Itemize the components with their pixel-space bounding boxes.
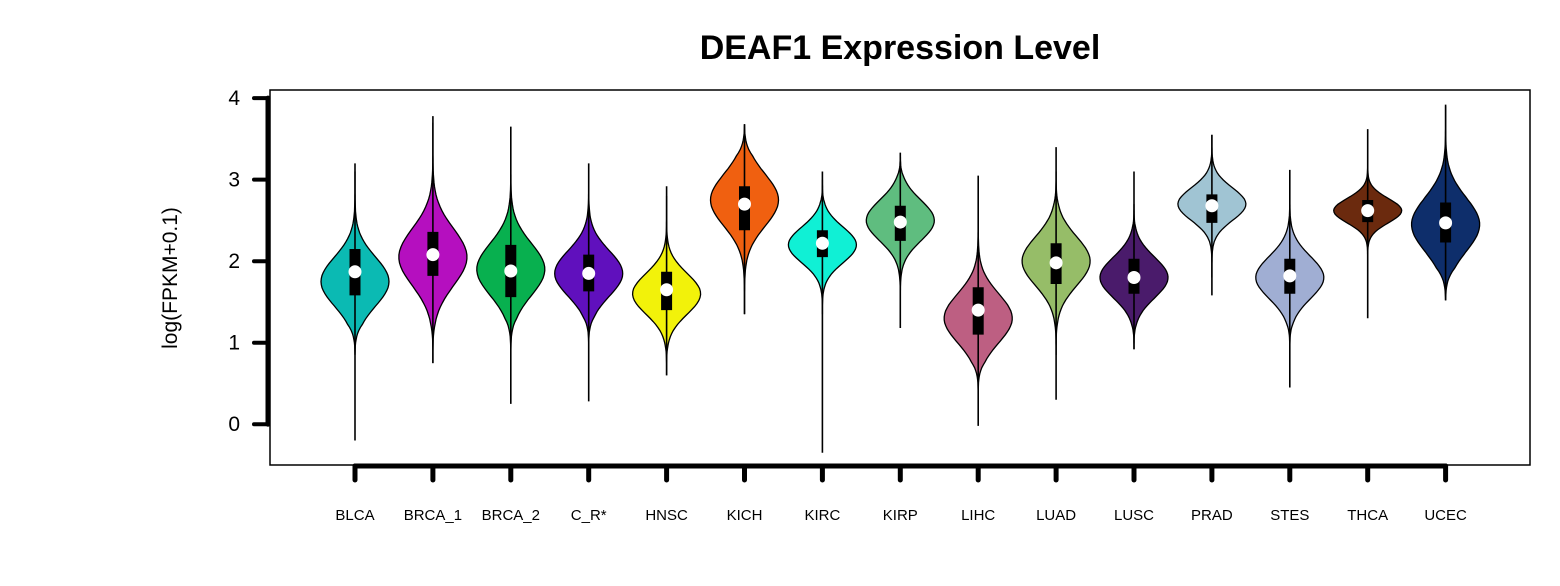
x-tick-label: C_R* [571, 507, 607, 524]
x-tick-label: LIHC [961, 507, 995, 524]
median-point [971, 303, 985, 317]
median-point [582, 266, 596, 280]
violin-lusc [1099, 171, 1169, 350]
violin-prad [1177, 134, 1247, 296]
violin-stes [1255, 169, 1325, 388]
x-axis: BLCA BRCA_1 BRCA_2 C_R* HNSC KICH KIRC KIRP LIHC… [335, 463, 1467, 524]
median-point [738, 197, 751, 211]
x-tick-label: PRAD [1191, 507, 1233, 524]
median-point [893, 215, 907, 229]
x-tick-label: LUAD [1036, 507, 1076, 524]
y-tick-label: 2 [228, 250, 240, 273]
x-tick-label: KIRC [804, 507, 840, 524]
x-tick-label: UCEC [1424, 507, 1467, 524]
x-tick-label: HNSC [645, 507, 688, 524]
median-point [1439, 216, 1453, 230]
violins [320, 104, 1481, 453]
violin-ucec [1410, 104, 1481, 301]
median-point [815, 236, 829, 250]
chart-title: DEAF1 Expression Level [700, 29, 1101, 67]
y-axis-label: log(FPKM+0.1) [159, 207, 182, 349]
violin-lihc [943, 175, 1013, 426]
violin-kirc [787, 171, 858, 453]
x-tick-label: BRCA_2 [482, 507, 540, 524]
violin-luad [1021, 147, 1091, 400]
x-tick-label: BLCA [335, 507, 374, 524]
x-tick-label: THCA [1347, 507, 1388, 524]
median-point [660, 283, 674, 297]
violin-brca2 [476, 126, 546, 404]
median-point [1127, 271, 1141, 284]
y-axis: 0 1 2 3 4 [228, 87, 271, 436]
median-point [426, 248, 440, 262]
violin-thca [1333, 129, 1403, 319]
x-tick-label: BRCA_1 [404, 507, 462, 524]
median-point [1205, 199, 1219, 213]
violin-brca1 [398, 116, 468, 364]
median-point [504, 264, 518, 278]
x-tick-label: KIRP [883, 507, 918, 524]
median-point [348, 265, 362, 279]
y-tick-label: 3 [228, 169, 240, 192]
violin-kirp [865, 152, 935, 329]
violin-kich [709, 124, 780, 315]
x-tick-label: STES [1270, 507, 1309, 524]
median-point [1049, 256, 1063, 270]
y-tick-label: 1 [228, 332, 240, 355]
y-tick-label: 0 [228, 413, 240, 436]
violin-blca [320, 163, 390, 441]
x-tick-label: KICH [727, 507, 763, 524]
violin-hnsc [631, 186, 702, 376]
x-tick-label: LUSC [1114, 507, 1154, 524]
median-point [1361, 204, 1375, 218]
violin-cr [554, 163, 624, 402]
y-tick-label: 4 [228, 87, 240, 110]
median-point [1283, 269, 1297, 283]
